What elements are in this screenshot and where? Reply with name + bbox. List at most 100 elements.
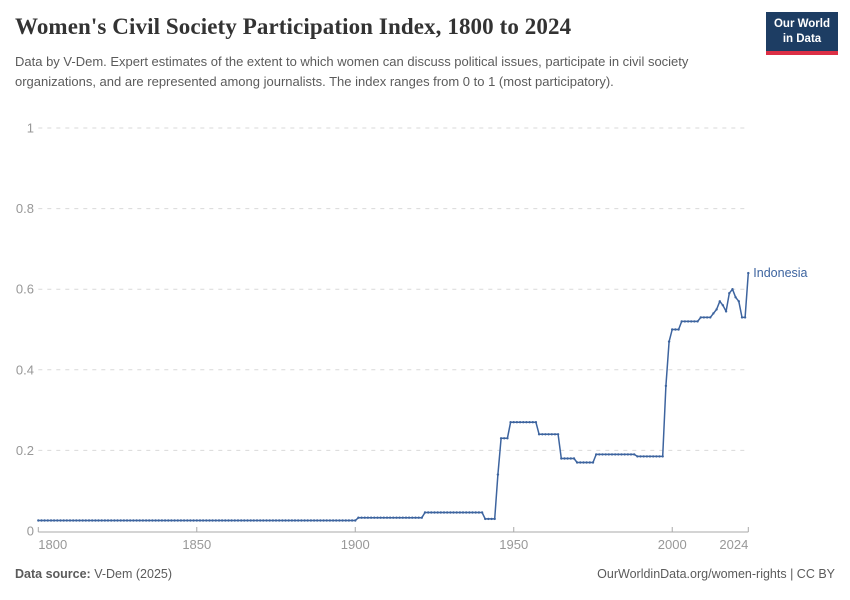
data-point-marker[interactable] bbox=[614, 453, 617, 456]
data-point-marker[interactable] bbox=[40, 519, 43, 522]
data-point-marker[interactable] bbox=[78, 519, 81, 522]
data-point-marker[interactable] bbox=[579, 461, 582, 464]
data-point-marker[interactable] bbox=[363, 516, 366, 519]
data-point-marker[interactable] bbox=[446, 511, 449, 514]
data-point-marker[interactable] bbox=[297, 519, 300, 522]
data-point-marker[interactable] bbox=[534, 421, 538, 424]
data-point-marker[interactable] bbox=[623, 453, 626, 456]
data-point-marker[interactable] bbox=[636, 455, 639, 458]
data-point-marker[interactable] bbox=[84, 519, 88, 522]
data-point-marker[interactable] bbox=[240, 519, 243, 522]
data-point-marker[interactable] bbox=[52, 519, 56, 522]
data-point-marker[interactable] bbox=[490, 517, 493, 521]
data-point-marker[interactable] bbox=[205, 519, 208, 522]
data-point-marker[interactable] bbox=[116, 519, 119, 522]
data-point-marker[interactable] bbox=[182, 519, 186, 522]
data-point-marker[interactable] bbox=[179, 519, 183, 522]
data-point-marker[interactable] bbox=[731, 288, 734, 291]
data-point-marker[interactable] bbox=[335, 519, 338, 522]
data-point-marker[interactable] bbox=[728, 292, 731, 295]
data-point-marker[interactable] bbox=[274, 519, 278, 522]
data-point-marker[interactable] bbox=[560, 457, 563, 460]
data-point-marker[interactable] bbox=[547, 433, 550, 436]
data-point-marker[interactable] bbox=[113, 519, 116, 522]
data-point-marker[interactable] bbox=[72, 519, 75, 522]
data-point-marker[interactable] bbox=[385, 516, 389, 519]
data-point-marker[interactable] bbox=[702, 316, 706, 319]
data-point-marker[interactable] bbox=[331, 519, 335, 522]
data-point-marker[interactable] bbox=[284, 519, 287, 522]
data-point-marker[interactable] bbox=[528, 421, 531, 424]
data-point-marker[interactable] bbox=[81, 519, 84, 522]
data-point-marker[interactable] bbox=[655, 455, 658, 458]
data-point-marker[interactable] bbox=[705, 316, 709, 319]
data-point-marker[interactable] bbox=[582, 461, 585, 464]
data-point-marker[interactable] bbox=[420, 516, 423, 519]
data-point-marker[interactable] bbox=[604, 453, 607, 456]
data-point-marker[interactable] bbox=[617, 453, 620, 456]
data-point-marker[interactable] bbox=[141, 519, 145, 522]
data-point-marker[interactable] bbox=[474, 511, 477, 514]
data-point-marker[interactable] bbox=[103, 519, 107, 522]
data-point-marker[interactable] bbox=[341, 519, 344, 522]
data-point-marker[interactable] bbox=[366, 516, 370, 519]
data-point-marker[interactable] bbox=[173, 519, 176, 522]
data-point-marker[interactable] bbox=[278, 519, 281, 522]
data-point-marker[interactable] bbox=[658, 455, 661, 458]
data-point-marker[interactable] bbox=[163, 519, 167, 522]
data-point-marker[interactable] bbox=[595, 453, 598, 456]
data-point-marker[interactable] bbox=[56, 519, 59, 522]
series-end-label-indonesia[interactable]: Indonesia bbox=[753, 266, 807, 280]
data-point-marker[interactable] bbox=[91, 519, 94, 522]
data-point-marker[interactable] bbox=[259, 519, 262, 522]
data-point-marker[interactable] bbox=[544, 433, 547, 436]
data-point-marker[interactable] bbox=[265, 519, 268, 522]
data-point-marker[interactable] bbox=[493, 517, 496, 521]
data-point-marker[interactable] bbox=[648, 455, 652, 458]
data-point-marker[interactable] bbox=[138, 519, 141, 522]
data-point-marker[interactable] bbox=[401, 516, 404, 519]
data-point-marker[interactable] bbox=[122, 519, 126, 522]
data-point-marker[interactable] bbox=[170, 519, 173, 522]
data-point-marker[interactable] bbox=[300, 519, 303, 522]
data-point-marker[interactable] bbox=[151, 519, 154, 522]
data-point-marker[interactable] bbox=[119, 519, 122, 522]
data-point-marker[interactable] bbox=[87, 519, 91, 522]
data-point-marker[interactable] bbox=[316, 519, 319, 522]
data-point-marker[interactable] bbox=[271, 519, 275, 522]
data-point-marker[interactable] bbox=[417, 516, 420, 519]
data-point-marker[interactable] bbox=[398, 516, 401, 519]
data-point-marker[interactable] bbox=[433, 511, 436, 514]
data-point-marker[interactable] bbox=[718, 300, 721, 303]
data-point-marker[interactable] bbox=[496, 473, 500, 476]
data-point-marker[interactable] bbox=[186, 519, 189, 522]
data-point-marker[interactable] bbox=[633, 453, 636, 456]
data-point-marker[interactable] bbox=[262, 519, 265, 522]
data-point-marker[interactable] bbox=[201, 519, 205, 522]
data-point-marker[interactable] bbox=[135, 519, 138, 522]
data-point-marker[interactable] bbox=[252, 519, 255, 522]
data-point-marker[interactable] bbox=[506, 437, 509, 440]
data-point-marker[interactable] bbox=[189, 519, 192, 522]
data-point-marker[interactable] bbox=[683, 320, 687, 323]
data-point-marker[interactable] bbox=[652, 455, 655, 458]
data-point-marker[interactable] bbox=[46, 519, 49, 522]
data-point-marker[interactable] bbox=[338, 519, 341, 522]
data-point-marker[interactable] bbox=[157, 519, 160, 522]
data-point-marker[interactable] bbox=[531, 421, 534, 424]
data-point-marker[interactable] bbox=[724, 310, 728, 313]
data-point-marker[interactable] bbox=[550, 433, 553, 436]
data-point-marker[interactable] bbox=[518, 421, 522, 424]
data-point-marker[interactable] bbox=[601, 453, 604, 456]
data-point-marker[interactable] bbox=[709, 316, 712, 319]
data-point-marker[interactable] bbox=[249, 519, 252, 522]
data-point-marker[interactable] bbox=[328, 519, 332, 522]
data-point-marker[interactable] bbox=[585, 461, 588, 464]
data-point-marker[interactable] bbox=[455, 511, 458, 514]
data-point-marker[interactable] bbox=[525, 421, 528, 424]
data-point-marker[interactable] bbox=[512, 421, 515, 424]
data-point-marker[interactable] bbox=[696, 320, 699, 323]
data-point-marker[interactable] bbox=[667, 340, 671, 343]
data-point-marker[interactable] bbox=[674, 328, 677, 331]
